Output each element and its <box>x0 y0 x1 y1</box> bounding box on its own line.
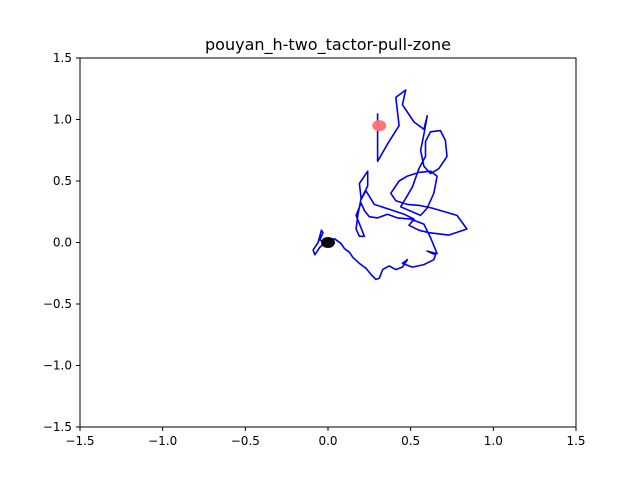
series-line-1 <box>312 89 468 281</box>
plot-area <box>312 89 468 281</box>
chart-title: pouyan_h-two_tactor-pull-zone <box>205 35 451 55</box>
x-tick-label: 0.5 <box>401 434 420 448</box>
x-tick-label: −1.0 <box>148 434 177 448</box>
x-tick-label: 1.0 <box>484 434 503 448</box>
x-tick-label: 0.0 <box>318 434 337 448</box>
x-tick-label: 1.5 <box>566 434 585 448</box>
marker-point-2 <box>372 120 387 132</box>
x-tick-label: −1.5 <box>65 434 94 448</box>
y-tick-label: 1.0 <box>53 113 72 127</box>
y-tick-label: −1.0 <box>43 359 72 373</box>
y-tick-label: −0.5 <box>43 297 72 311</box>
y-tick-label: 0.0 <box>53 236 72 250</box>
marker-point-1 <box>321 237 335 248</box>
x-tick-label: −0.5 <box>231 434 260 448</box>
y-tick-label: 0.5 <box>53 174 72 188</box>
axes: −1.5 −1.0 −0.5 0.0 0.5 1.0 1.5 1.5 1.0 0.5 0.0 −0.5… <box>43 51 586 448</box>
y-tick-label: −1.5 <box>43 420 72 434</box>
y-tick-label: 1.5 <box>53 51 72 65</box>
